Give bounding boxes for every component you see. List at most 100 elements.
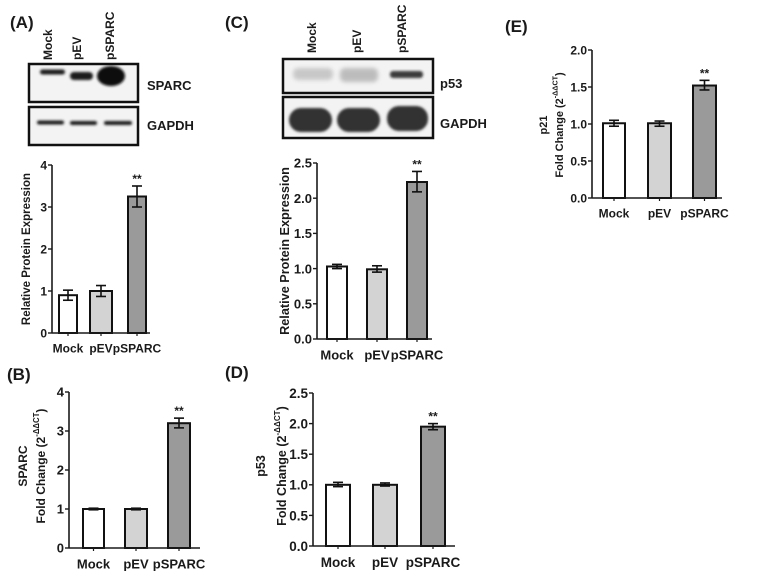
x-category-label: pSPARC bbox=[406, 555, 461, 570]
x-category-label: pSPARC bbox=[153, 557, 206, 572]
panel-label-d: (D) bbox=[225, 363, 249, 382]
panel-label-b: (B) bbox=[7, 365, 31, 384]
error-bar bbox=[372, 264, 382, 273]
x-category-label: pSPARC bbox=[391, 348, 444, 363]
bar-psparc bbox=[127, 195, 147, 334]
y-tick-label: 1 bbox=[57, 502, 64, 517]
y-axis-label: p21 bbox=[538, 116, 550, 135]
y-tick-label: 1.5 bbox=[294, 226, 312, 241]
bar-psparc bbox=[692, 84, 717, 199]
band bbox=[289, 108, 332, 132]
blot-a-lane-mock: Mock bbox=[41, 29, 55, 60]
x-category-label: Mock bbox=[77, 557, 111, 572]
y-axis-label: Relative Protein Expression bbox=[21, 173, 33, 325]
error-bar bbox=[428, 422, 438, 431]
bar-chart-panel-e: ** 0.0 0.5 1.0 1.5 2.0 Mock pEV pSPARC p21 Fold Ch… bbox=[538, 43, 729, 220]
error-bar bbox=[333, 481, 343, 488]
x-category-label: pEV bbox=[648, 206, 671, 220]
blot-c-row-p53: p53 bbox=[440, 76, 462, 91]
error-bar bbox=[96, 284, 106, 298]
y-tick-label: 1 bbox=[40, 284, 47, 298]
y-tick-label: 4 bbox=[40, 158, 47, 172]
y-axis-label: Fold Change (2-ΔΔCT) bbox=[32, 409, 48, 524]
bar-chart-panel-b: ** 0 1 2 3 4 Mock pEV pSPARC SPARC Fold Change (2-… bbox=[16, 385, 206, 572]
y-axis-label: p53 bbox=[254, 455, 268, 477]
x-category-label: pEV bbox=[364, 348, 390, 363]
bar-psparc bbox=[406, 181, 428, 340]
y-axis-label: Fold Change (2-ΔΔCT) bbox=[551, 72, 565, 178]
y-tick-label: 0 bbox=[40, 326, 47, 340]
error-bar bbox=[654, 120, 665, 128]
bar-chart-panel-c: ** 0.0 0.5 1.0 1.5 2.0 2.5 Mock pEV pSPARC Relativ… bbox=[278, 156, 443, 363]
band bbox=[97, 66, 125, 86]
blot-a-sparc-strip bbox=[27, 62, 140, 104]
band bbox=[40, 69, 65, 75]
significance-marker: ** bbox=[428, 410, 438, 424]
bar-psparc bbox=[167, 422, 191, 550]
significance-marker: ** bbox=[700, 66, 710, 80]
bar-pev bbox=[89, 290, 113, 334]
y-tick-label: 1.0 bbox=[289, 478, 308, 493]
panel-label-a: (A) bbox=[10, 13, 34, 32]
y-tick-label: 0.5 bbox=[289, 508, 308, 523]
band bbox=[37, 120, 64, 125]
blot-a-gapdh-strip bbox=[27, 105, 140, 147]
error-bar bbox=[332, 263, 342, 270]
error-bar bbox=[609, 119, 619, 128]
bar-mock bbox=[325, 483, 351, 547]
y-axis-label: Fold Change (2-ΔΔCT) bbox=[273, 406, 289, 526]
y-tick-label: 0 bbox=[57, 541, 64, 556]
x-category-label: pEV bbox=[89, 341, 112, 355]
bar-mock bbox=[82, 508, 105, 549]
error-bar bbox=[132, 185, 142, 208]
y-axis-label: Relative Protein Expression bbox=[278, 167, 292, 335]
bar-pev bbox=[372, 483, 398, 547]
bar-mock bbox=[602, 122, 626, 199]
error-bar bbox=[88, 507, 99, 511]
bar-pev bbox=[647, 122, 672, 199]
y-tick-label: 4 bbox=[57, 385, 65, 400]
y-tick-label: 2.0 bbox=[294, 191, 312, 206]
bar-psparc bbox=[420, 425, 446, 547]
y-tick-label: 2.5 bbox=[294, 156, 312, 171]
error-bar bbox=[699, 79, 710, 91]
blot-panel-a: Mock pEV pSPARC SPARC GAPDH bbox=[27, 11, 194, 147]
x-category-label: pSPARC bbox=[680, 206, 729, 220]
y-tick-label: 2 bbox=[40, 242, 47, 256]
y-tick-label: 2 bbox=[57, 463, 64, 478]
bar-chart-panel-a: ** 0 1 2 3 4 Mock pEV pSPARC Relative Protein Exp… bbox=[21, 158, 162, 355]
x-category-label: pEV bbox=[372, 555, 398, 570]
band bbox=[390, 71, 423, 78]
y-tick-label: 2.0 bbox=[289, 416, 308, 431]
y-tick-label: 0.5 bbox=[570, 154, 587, 168]
error-bar bbox=[131, 507, 141, 511]
band bbox=[293, 68, 333, 80]
band bbox=[337, 108, 380, 132]
y-tick-label: 0.0 bbox=[570, 191, 587, 205]
blot-a-row-gapdh: GAPDH bbox=[147, 118, 194, 133]
blot-panel-c: Mock pEV pSPARC p53 GAPDH bbox=[281, 4, 487, 140]
blot-c-gapdh-strip bbox=[281, 95, 435, 140]
y-tick-label: 2.5 bbox=[289, 386, 308, 401]
bar-pev bbox=[124, 508, 148, 549]
x-category-label: pSPARC bbox=[113, 341, 162, 355]
y-axis-label: SPARC bbox=[16, 445, 30, 486]
significance-marker: ** bbox=[132, 172, 142, 186]
y-tick-label: 2.0 bbox=[570, 43, 587, 57]
y-tick-label: 1.0 bbox=[294, 261, 312, 276]
band bbox=[340, 68, 378, 82]
x-category-label: pEV bbox=[123, 557, 149, 572]
band bbox=[104, 121, 132, 125]
blot-c-row-gapdh: GAPDH bbox=[440, 116, 487, 131]
error-bar bbox=[412, 170, 422, 193]
band bbox=[70, 121, 97, 125]
significance-marker: ** bbox=[174, 404, 184, 418]
y-tick-label: 1.0 bbox=[570, 117, 587, 131]
x-category-label: Mock bbox=[320, 348, 354, 363]
error-bar bbox=[174, 417, 184, 429]
y-tick-label: 0.0 bbox=[294, 332, 312, 347]
error-bar bbox=[63, 289, 73, 302]
blot-c-p53-strip bbox=[281, 57, 435, 95]
